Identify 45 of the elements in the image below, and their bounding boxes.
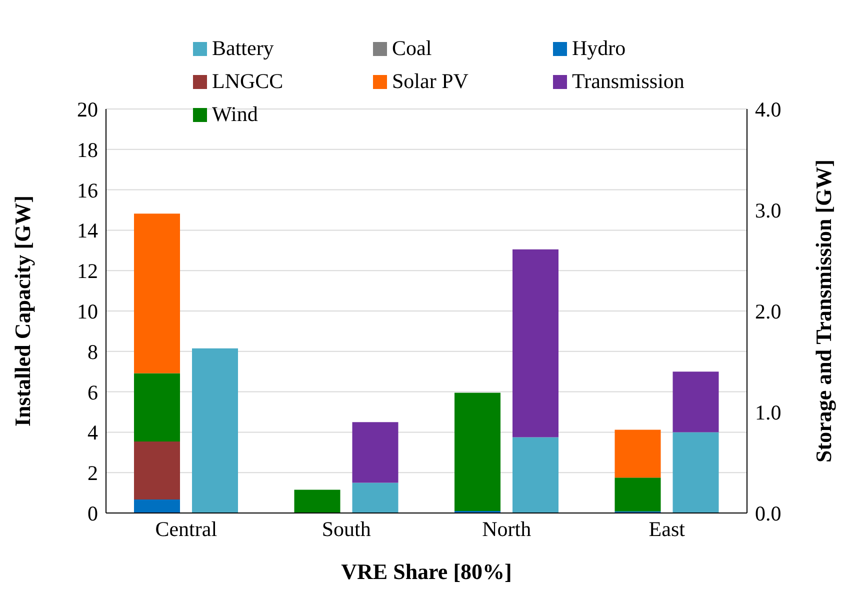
- x-tick-label: East: [648, 516, 686, 541]
- y2-tick-label: 4.0: [755, 97, 782, 122]
- legend-label: Battery: [212, 36, 274, 61]
- x-tick-label: North: [482, 516, 532, 541]
- y2-tick-label: 3.0: [755, 198, 782, 222]
- bar: [134, 373, 180, 442]
- bar: [672, 432, 719, 513]
- y-tick-label: 4: [88, 420, 98, 445]
- y2-tick-label: 1.0: [755, 400, 782, 424]
- y-tick-label: 18: [77, 138, 98, 162]
- bar: [134, 499, 180, 513]
- legend-label: Solar PV: [392, 69, 468, 94]
- y-tick-label: 16: [77, 178, 98, 202]
- y-tick-label: 10: [77, 299, 98, 324]
- y-tick-label: 12: [77, 259, 98, 284]
- legend-label: Hydro: [572, 36, 626, 61]
- bar: [192, 348, 238, 513]
- bar: [352, 422, 398, 483]
- x-tick-label: Central: [155, 516, 218, 541]
- y-tick-label: 8: [88, 340, 98, 364]
- y-axis-title: Installed Capacity [GW]: [10, 196, 35, 426]
- bar: [134, 441, 180, 500]
- x-axis-title: VRE Share [80%]: [341, 559, 512, 584]
- y-tick-label: 0: [88, 501, 98, 526]
- x-tick-label: South: [322, 516, 372, 541]
- bar: [454, 392, 500, 511]
- bar: [352, 482, 398, 513]
- bar: [614, 478, 661, 512]
- y-tick-label: 20: [77, 97, 98, 122]
- bar: [294, 490, 340, 513]
- y-tick-label: 2: [88, 461, 98, 486]
- legend-label: Wind: [212, 102, 258, 127]
- y-tick-label: 14: [77, 218, 98, 243]
- legend-label: Coal: [392, 36, 432, 61]
- bar: [614, 430, 661, 478]
- y2-tick-label: 2.0: [755, 299, 782, 324]
- legend-label: LNGCC: [212, 69, 284, 94]
- bar: [672, 372, 719, 432]
- y-tick-label: 6: [88, 380, 98, 404]
- bar: [512, 249, 558, 438]
- y2-axis-title: Storage and Transmission [GW]: [810, 160, 836, 462]
- legend-label: Transmission: [572, 69, 684, 94]
- y2-tick-label: 0.0: [755, 501, 782, 526]
- bar: [134, 214, 180, 374]
- bar: [512, 437, 558, 513]
